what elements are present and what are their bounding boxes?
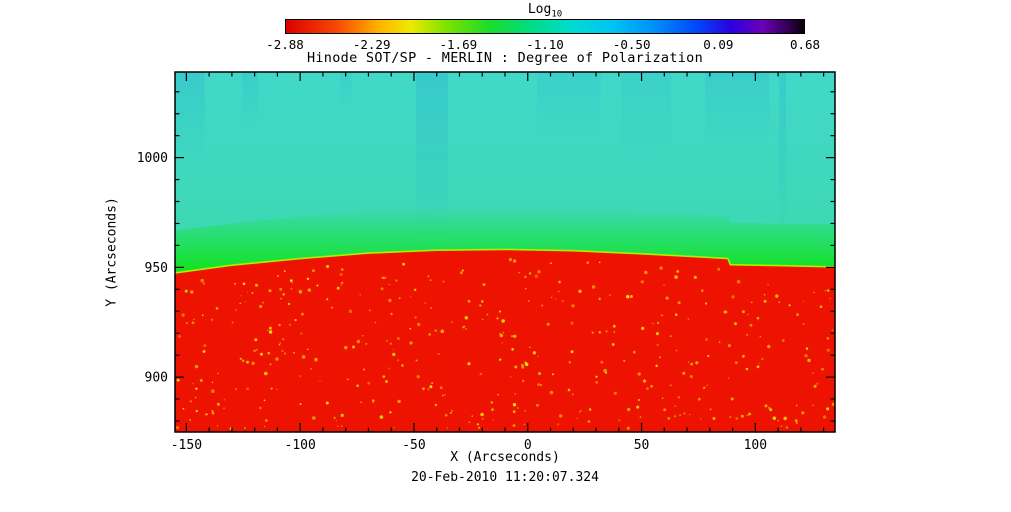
offlimb-streak — [621, 72, 672, 163]
colorbar-tick-label: 0.09 — [703, 37, 734, 52]
colorbar-gradient-bar — [285, 19, 805, 34]
offlimb-streak — [779, 72, 786, 247]
axes-ticks: -150 -100 -50 0 50 100 900 950 1000 — [137, 71, 836, 453]
x-tick-label: 100 — [744, 438, 767, 453]
x-tick-label: -50 — [402, 438, 425, 453]
timestamp-label: 20-Feb-2010 11:20:07.324 — [411, 470, 599, 485]
colorbar-label: Log10 — [285, 2, 805, 20]
plot-image — [175, 72, 835, 432]
offlimb-streak — [340, 72, 352, 113]
y-axis-label: Y (Arcseconds) — [104, 197, 120, 307]
colorbar-tick-label: -1.10 — [526, 37, 564, 52]
x-tick-label: -150 — [171, 438, 202, 453]
x-tick-label: -100 — [285, 438, 316, 453]
y-tick-label: 900 — [145, 371, 168, 386]
offlimb-streak — [536, 72, 601, 140]
y-tick-label: 1000 — [137, 151, 168, 166]
colorbar-tick-label: -2.29 — [352, 37, 391, 52]
solar-disk — [175, 249, 835, 432]
colorbar-tick-label: -2.88 — [266, 37, 304, 52]
x-tick-label: 50 — [634, 438, 650, 453]
plot-title: Hinode SOT/SP - MERLIN : Degree of Polar… — [306, 50, 704, 66]
colorbar-tick-label: -1.69 — [439, 37, 478, 52]
y-tick-label: 950 — [145, 261, 168, 276]
offlimb-streak — [705, 72, 769, 153]
colorbar-tick-label: -0.50 — [612, 37, 651, 52]
x-axis-label: X (Arcseconds) — [450, 450, 560, 465]
colorbar-tick-labels: -2.88 -2.29 -1.69 -1.10 -0.50 0.09 0.68 — [266, 37, 820, 52]
offlimb-streak — [175, 72, 205, 162]
plot-area: -150 -100 -50 0 50 100 900 950 1000 — [137, 71, 836, 453]
limb-edge-line — [175, 248, 835, 274]
offlimb-streak — [242, 72, 258, 130]
disk-speckles — [176, 258, 835, 430]
colorbar-tick-label: 0.68 — [789, 37, 821, 52]
x-tick-label: 0 — [524, 438, 532, 453]
colorbar-label-subscript: 10 — [551, 9, 563, 20]
colorbar-label-text: Log — [527, 2, 552, 17]
colorbar: Log10 -2.88 -2.29 -1.69 -1.10 -0.50 0.09… — [266, 2, 820, 52]
limb-glow-band — [175, 207, 835, 273]
